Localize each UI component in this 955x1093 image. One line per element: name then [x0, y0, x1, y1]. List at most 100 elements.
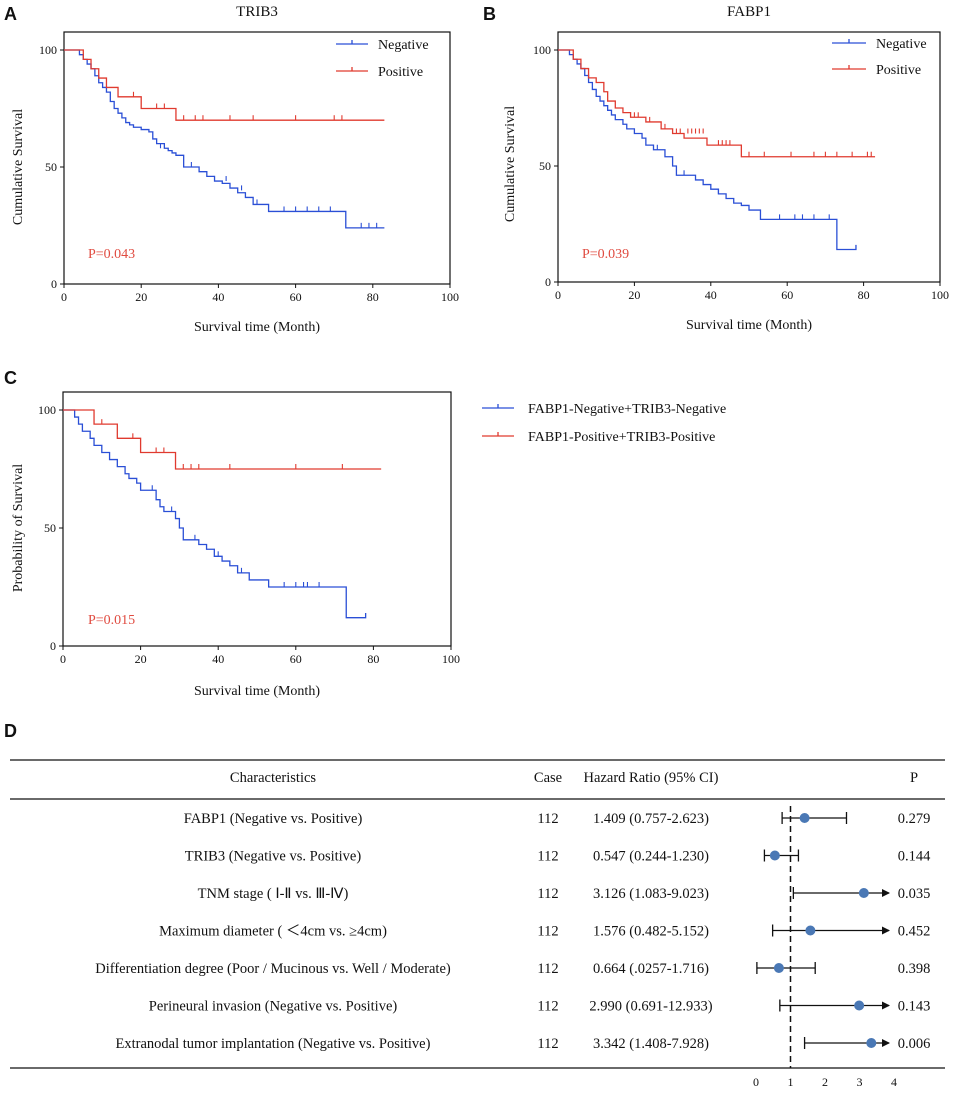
row-characteristic: Maximum diameter ( ＜4cm vs. ≥4cm)	[159, 924, 387, 940]
row-p-value: 0.398	[898, 961, 931, 977]
row-p-value: 0.143	[898, 999, 931, 1015]
row-characteristic: TRIB3 (Negative vs. Positive)	[185, 849, 362, 865]
legend: Negative Positive	[832, 37, 927, 78]
plot-frame	[62, 391, 452, 647]
row-hazard-ratio: 0.547 (0.244-1.230)	[593, 849, 709, 865]
x-axis-label: Survival time (Month)	[686, 318, 812, 333]
forest-axis-tick-label: 1	[788, 1075, 794, 1089]
forest-axis-tick-label: 4	[891, 1075, 897, 1089]
row-p-value: 0.035	[898, 886, 931, 902]
y-tick-label: 50	[44, 521, 56, 535]
row-p-value: 0.006	[898, 1036, 931, 1052]
row-characteristic: FABP1 (Negative vs. Positive)	[184, 811, 363, 827]
forest-axis-tick-label: 3	[857, 1075, 863, 1089]
x-tick-label: 20	[628, 288, 640, 302]
x-tick-label: 20	[135, 652, 147, 666]
hazard-ratio-point	[854, 1000, 865, 1011]
hazard-ratio-point	[773, 963, 784, 973]
km-plot-trib3: TRIB3 0 20 40 60 80 100 0 50 100 Survival time (…	[11, 4, 459, 335]
p-value: P=0.039	[582, 247, 629, 262]
legend-label-negative: Negative	[378, 38, 429, 53]
y-axis-label: Probability of Survival	[11, 464, 26, 592]
row-characteristic: TNM stage ( Ⅰ-Ⅱ vs. Ⅲ-Ⅳ)	[198, 886, 349, 902]
header-hazard-ratio: Hazard Ratio (95% CI)	[584, 770, 719, 786]
row-hazard-ratio: 3.126 (1.083-9.023)	[593, 886, 709, 902]
cox-regression-table: Characteristics Case Hazard Ratio (95% C…	[10, 759, 945, 1089]
hazard-ratio-point	[858, 888, 869, 898]
survival-curve-positive	[558, 49, 876, 158]
row-p-value: 0.279	[898, 811, 931, 827]
row-p-value: 0.452	[898, 924, 931, 940]
row-p-value: 0.144	[898, 849, 931, 865]
row-hazard-ratio: 2.990 (0.691-12.933)	[589, 999, 712, 1015]
x-tick-label: 60	[290, 652, 302, 666]
row-hazard-ratio: 3.342 (1.408-7.928)	[593, 1036, 709, 1052]
hazard-ratio-point	[799, 813, 810, 823]
y-tick-label: 0	[51, 277, 57, 291]
legend-label-positive: FABP1-Positive+TRIB3-Positive	[528, 430, 715, 445]
x-tick-label: 0	[61, 290, 67, 304]
row-case: 112	[537, 849, 558, 865]
km-plot-combined: 0 20 40 60 80 100 0 50 100 Survival time (Month)…	[11, 391, 726, 699]
legend-label-negative: Negative	[876, 37, 927, 52]
x-tick-label: 80	[367, 290, 379, 304]
chart-title: TRIB3	[236, 4, 278, 20]
panel-letter-c: C	[4, 368, 17, 388]
hazard-ratio-point	[805, 925, 816, 936]
p-value: P=0.015	[88, 613, 135, 628]
km-plot-fabp1: FABP1 0 20 40 60 80 100 0 50 100 Survival time (…	[503, 4, 949, 333]
row-characteristic: Extranodal tumor implantation (Negative …	[116, 1036, 431, 1052]
survival-curve-positive	[64, 49, 385, 121]
hazard-ratio-point	[769, 850, 780, 861]
y-axis-label: Cumulative Survival	[11, 109, 26, 225]
x-tick-label: 60	[781, 288, 793, 302]
y-tick-label: 100	[38, 403, 56, 417]
x-tick-label: 0	[555, 288, 561, 302]
panel-letter-d: D	[4, 721, 17, 741]
y-tick-label: 50	[45, 160, 57, 174]
row-case: 112	[537, 924, 558, 940]
header-p: P	[910, 770, 918, 786]
x-tick-label: 80	[858, 288, 870, 302]
survival-curve-negative	[64, 49, 385, 229]
survival-curve-negative	[558, 49, 857, 251]
p-value: P=0.043	[88, 247, 135, 262]
survival-curve-negative	[63, 409, 367, 619]
x-tick-label: 40	[212, 652, 224, 666]
row-case: 112	[537, 886, 558, 902]
plot-frame	[557, 31, 941, 283]
panel-letter-b: B	[483, 4, 496, 24]
x-tick-label: 80	[367, 652, 379, 666]
x-tick-label: 100	[441, 290, 459, 304]
x-tick-label: 100	[931, 288, 949, 302]
row-hazard-ratio: 1.576 (0.482-5.152)	[593, 924, 709, 940]
forest-axis-tick-label: 2	[822, 1075, 828, 1089]
x-axis-label: Survival time (Month)	[194, 320, 320, 335]
legend-label-positive: Positive	[378, 65, 423, 80]
y-tick-label: 0	[50, 639, 56, 653]
x-tick-label: 40	[212, 290, 224, 304]
x-tick-label: 0	[60, 652, 66, 666]
legend: Negative Positive	[336, 38, 429, 80]
y-tick-label: 100	[39, 43, 57, 57]
row-case: 112	[537, 999, 558, 1015]
row-case: 112	[537, 811, 558, 827]
panel-letter-a: A	[4, 4, 17, 24]
row-hazard-ratio: 0.664 (.0257-1.716)	[593, 961, 709, 977]
plot-frame	[63, 31, 451, 285]
y-tick-label: 0	[545, 275, 551, 289]
y-axis-label: Cumulative Survival	[503, 106, 518, 222]
legend-label-negative: FABP1-Negative+TRIB3-Negative	[528, 402, 726, 417]
row-characteristic: Perineural invasion (Negative vs. Positi…	[149, 999, 398, 1015]
row-hazard-ratio: 1.409 (0.757-2.623)	[593, 811, 709, 827]
x-tick-label: 40	[705, 288, 717, 302]
y-tick-label: 50	[539, 159, 551, 173]
row-case: 112	[537, 961, 558, 977]
header-characteristics: Characteristics	[230, 770, 317, 786]
forest-axis-tick-label: 0	[753, 1075, 759, 1089]
header-case: Case	[534, 770, 562, 786]
legend-label-positive: Positive	[876, 63, 921, 78]
hazard-ratio-point	[866, 1038, 877, 1048]
x-tick-label: 60	[290, 290, 302, 304]
